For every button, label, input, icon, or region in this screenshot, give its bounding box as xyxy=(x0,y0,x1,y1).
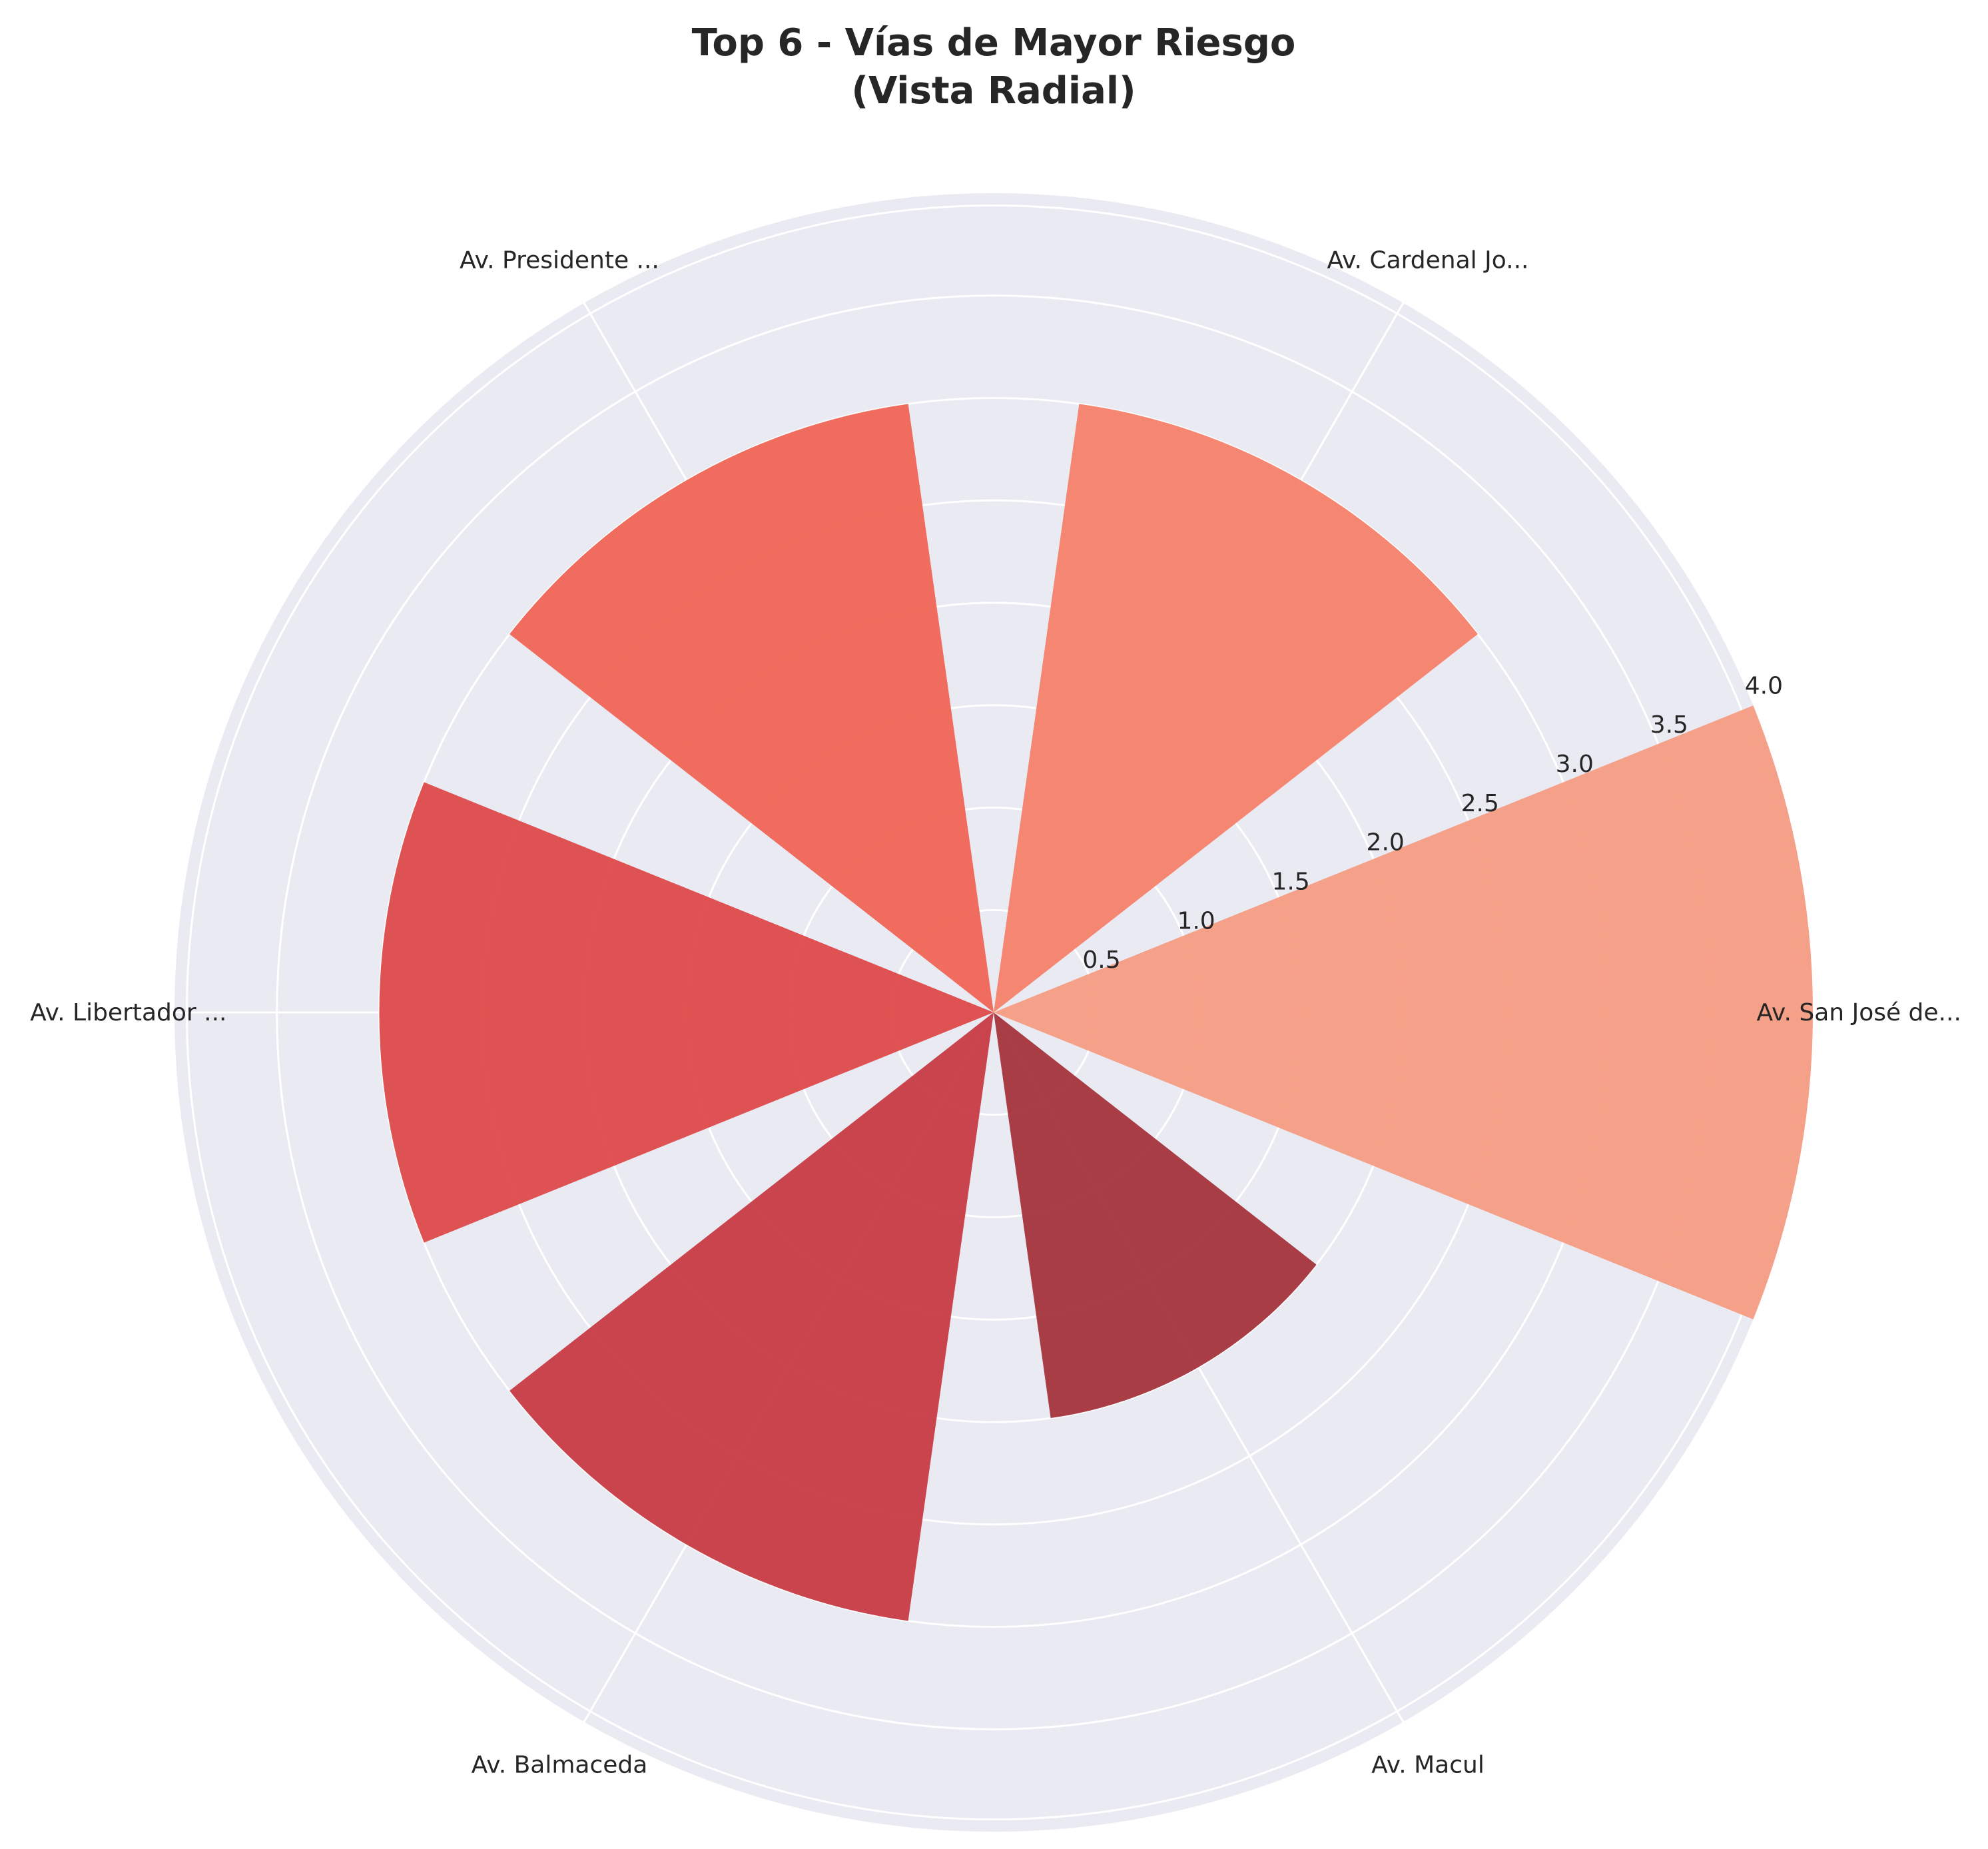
bar-2 xyxy=(994,404,1478,1012)
r-tick-label: 1.5 xyxy=(1272,868,1310,895)
category-label: Av. Balmaceda xyxy=(472,1751,648,1778)
bar-4 xyxy=(379,782,994,1243)
r-tick-label: 1.0 xyxy=(1177,907,1215,934)
r-tick-label: 2.0 xyxy=(1367,829,1405,857)
bar-5 xyxy=(509,1012,994,1621)
bar-1 xyxy=(994,705,1813,1319)
bar-6 xyxy=(994,1012,1317,1419)
r-tick-label: 3.0 xyxy=(1556,751,1594,778)
r-tick-label: 0.5 xyxy=(1082,946,1120,974)
r-tick-label: 3.5 xyxy=(1650,711,1688,739)
category-label: Av. Cardenal Jo... xyxy=(1327,247,1529,274)
bar-3 xyxy=(509,404,994,1012)
r-tick-label: 4.0 xyxy=(1745,672,1783,699)
r-tick-label: 2.5 xyxy=(1461,790,1499,817)
category-label: Av. Libertador ... xyxy=(30,999,226,1026)
category-label: Av. Presidente ... xyxy=(460,247,659,274)
category-label: Av. Macul xyxy=(1371,1751,1485,1778)
category-label: Av. San José de... xyxy=(1756,999,1961,1026)
chart-title-line-1: Top 6 - Vías de Mayor Riesgo xyxy=(692,21,1296,65)
polar-plot-area: Av. San José de... Av. Cardenal Jo... Av. … xyxy=(30,193,1961,1832)
chart-title-line-2: (Vista Radial) xyxy=(851,69,1136,113)
